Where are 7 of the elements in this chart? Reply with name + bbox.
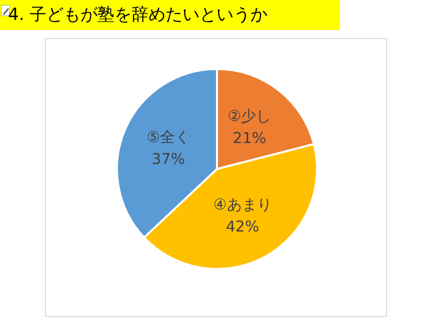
data-label: 42% [226, 217, 260, 236]
data-label: 21% [232, 129, 266, 148]
slice-label: ④あまり [213, 195, 272, 214]
slice-label: ②少し [228, 107, 272, 126]
slice-label: ⑤全く [146, 128, 190, 146]
data-label: 37% [152, 150, 186, 168]
chart-title: 4. 子どもが塾を辞めたいというか [8, 4, 268, 26]
